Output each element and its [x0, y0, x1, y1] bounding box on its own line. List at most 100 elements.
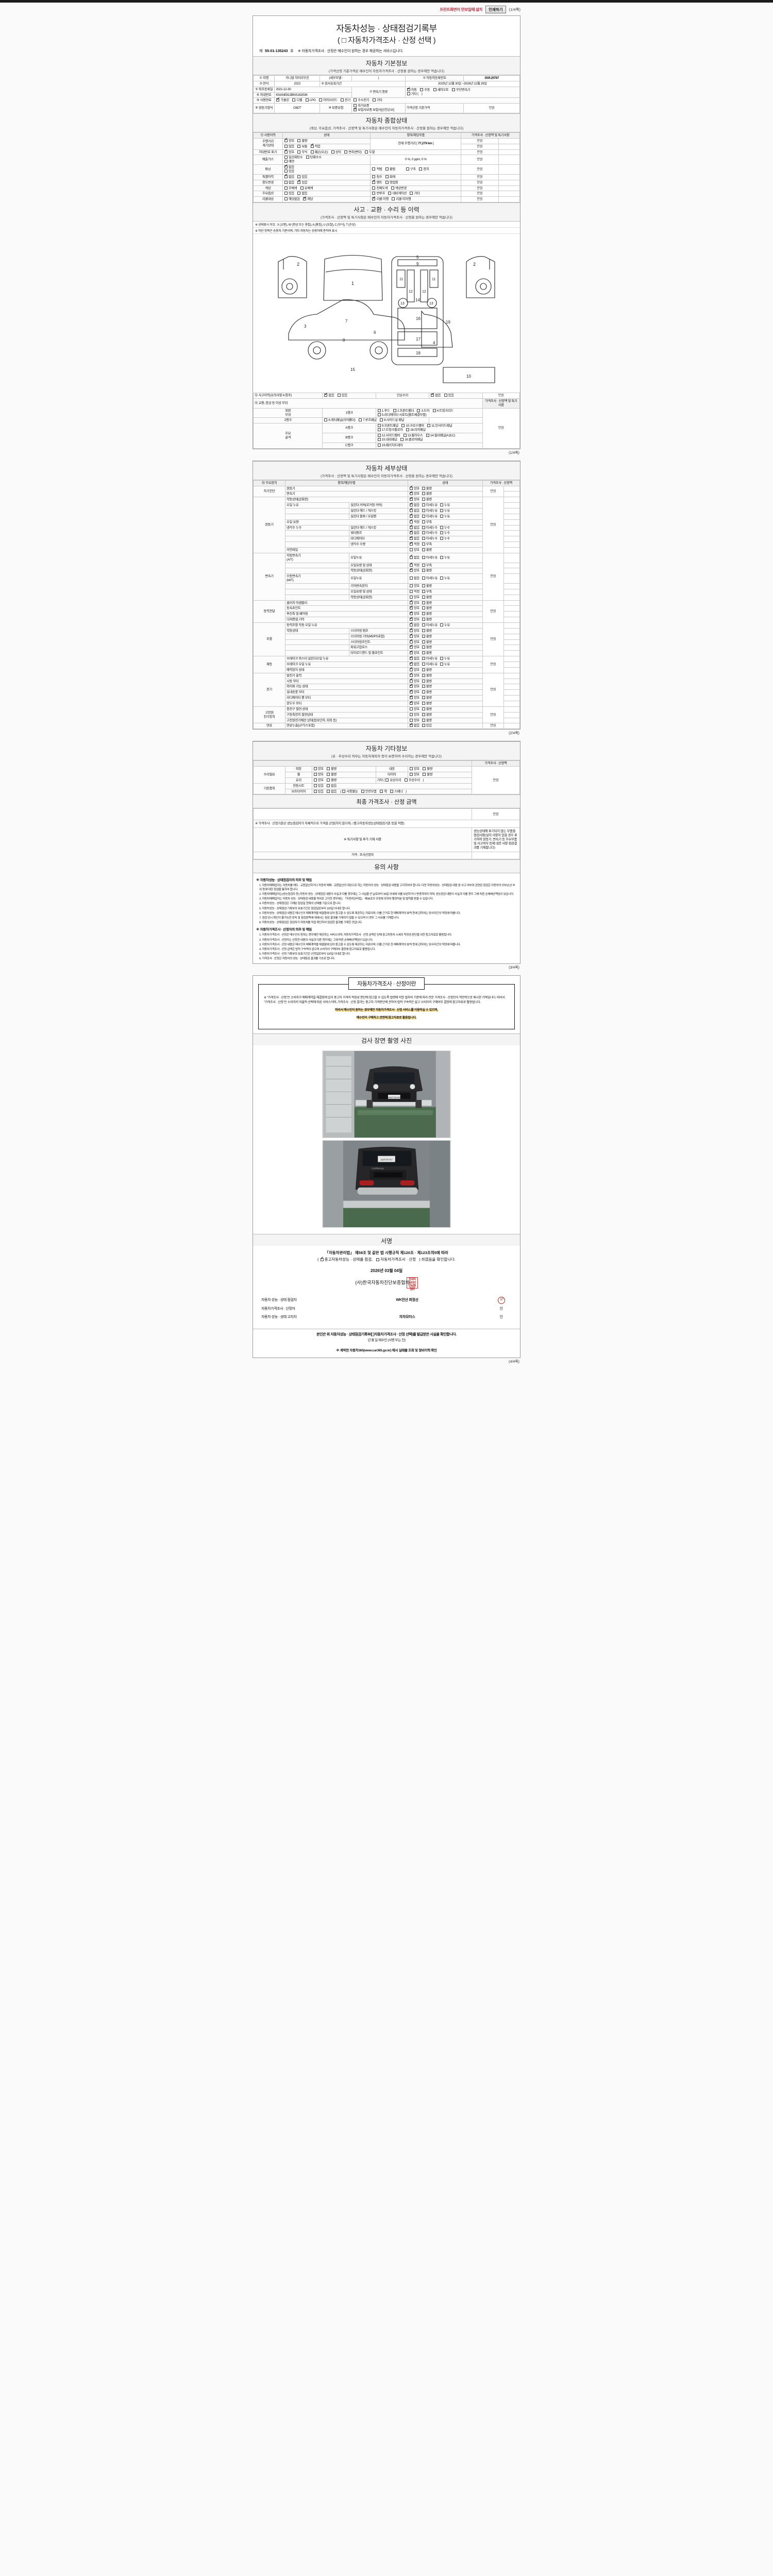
- checkbox-icon[interactable]: [422, 634, 425, 638]
- free-repair[interactable]: 무상수리: [404, 778, 420, 783]
- checkbox-icon[interactable]: [284, 170, 288, 173]
- vin-different[interactable]: 상이: [331, 150, 341, 155]
- detail-price-cell[interactable]: 만원: [482, 723, 504, 730]
- detail-note-cell[interactable]: [503, 723, 520, 730]
- checkbox-icon[interactable]: [292, 98, 296, 102]
- checkbox-icon[interactable]: [365, 150, 368, 154]
- checkbox-checked-icon[interactable]: [409, 485, 413, 490]
- checkbox-icon[interactable]: [380, 789, 383, 793]
- checkbox-checked-icon[interactable]: [409, 650, 413, 655]
- state-option-양호[interactable]: 양호: [409, 684, 419, 689]
- state-option-양호[interactable]: 양호: [409, 639, 419, 645]
- checkbox-icon[interactable]: [390, 789, 394, 793]
- checkbox-icon[interactable]: [284, 156, 288, 159]
- state-option-미세누유[interactable]: 미세누유: [422, 503, 438, 507]
- checkbox-icon[interactable]: [404, 778, 408, 782]
- detail-note-cell[interactable]: [503, 519, 520, 526]
- state-option-불량[interactable]: 불량: [422, 486, 432, 491]
- state-option-양호[interactable]: 양호: [409, 584, 419, 588]
- state-option-불량[interactable]: 불량: [422, 651, 432, 655]
- checkbox-icon[interactable]: [440, 663, 443, 666]
- checkbox-icon[interactable]: [422, 657, 425, 660]
- checkbox-icon[interactable]: [440, 503, 443, 507]
- checkbox-icon[interactable]: [324, 418, 328, 422]
- state-option-누유[interactable]: 누유: [440, 509, 450, 513]
- detail-price-cell[interactable]: 만원: [482, 656, 504, 673]
- part-rear-panel[interactable]: 18.리어패널: [406, 428, 426, 432]
- recall-applicable[interactable]: 해당: [303, 196, 313, 201]
- checkbox-icon[interactable]: [422, 673, 425, 677]
- usage-business[interactable]: 영업용: [385, 180, 398, 185]
- checkbox-icon[interactable]: [297, 144, 301, 148]
- checkbox-checked-icon[interactable]: [324, 393, 327, 397]
- detail-price-cell[interactable]: 만원: [482, 485, 504, 498]
- confirm-option-performance[interactable]: 중고자동차성능 · 상태를 점검,: [320, 1257, 373, 1263]
- state-option-양호[interactable]: 양호: [409, 600, 419, 605]
- checkbox-icon[interactable]: [284, 180, 288, 184]
- odo-bad[interactable]: 불량: [297, 139, 308, 143]
- option-navigation[interactable]: 네비게이션: [388, 192, 407, 196]
- checkbox-checked-icon[interactable]: [409, 513, 413, 518]
- spare-spanner[interactable]: 스패너: [390, 789, 403, 794]
- state-option-미세누유[interactable]: 미세누유: [422, 509, 438, 513]
- checkbox-checked-icon[interactable]: [372, 196, 376, 201]
- spare-unusable[interactable]: 사용불능: [342, 789, 358, 794]
- checkbox-icon[interactable]: [400, 437, 404, 441]
- checkbox-icon[interactable]: [401, 424, 405, 428]
- power-seat-no[interactable]: 없음: [326, 784, 337, 788]
- simple-yes[interactable]: 있음: [444, 394, 454, 398]
- emission-smoke[interactable]: 매연: [284, 160, 294, 164]
- transmission-option-cvt[interactable]: 무단변속기: [451, 88, 470, 92]
- checkbox-icon[interactable]: [422, 690, 425, 694]
- checkbox-icon[interactable]: [422, 577, 425, 580]
- state-option-불량[interactable]: 불량: [422, 569, 432, 573]
- checkbox-icon[interactable]: [313, 784, 317, 787]
- state-option-양호[interactable]: 양호: [409, 667, 419, 672]
- checkbox-icon[interactable]: [410, 192, 413, 195]
- vin-good[interactable]: 양호: [284, 149, 294, 155]
- state-option-불량[interactable]: 불량: [422, 606, 432, 611]
- state-option-양호[interactable]: 양호: [409, 568, 419, 573]
- fuel-option-hybrid[interactable]: 하이브리드: [318, 98, 338, 103]
- odo-many[interactable]: 많음: [284, 144, 294, 149]
- detail-note-cell[interactable]: [503, 605, 520, 612]
- checkbox-icon[interactable]: [422, 486, 425, 490]
- checkbox-icon[interactable]: [422, 520, 425, 523]
- state-option-불량[interactable]: 불량: [422, 718, 432, 723]
- checkbox-icon[interactable]: [327, 778, 330, 782]
- checkbox-icon[interactable]: [337, 394, 341, 397]
- checkbox-icon[interactable]: [372, 167, 376, 171]
- state-option-불량[interactable]: 불량: [422, 713, 432, 717]
- checkbox-icon[interactable]: [422, 696, 425, 700]
- odo-good[interactable]: 양호: [284, 138, 294, 143]
- detail-note-cell[interactable]: [503, 547, 520, 553]
- detail-note-cell[interactable]: [503, 536, 520, 543]
- checkbox-checked-icon[interactable]: [409, 524, 413, 529]
- part-cross-member[interactable]: 10.크로스멤버: [401, 424, 424, 428]
- state-option-불량[interactable]: 불량: [422, 584, 432, 588]
- part-inside-panel[interactable]: 11.인사이드패널: [427, 424, 452, 428]
- checkbox-checked-icon[interactable]: [409, 622, 413, 626]
- special-fire[interactable]: 화재: [385, 175, 395, 179]
- checkbox-icon[interactable]: [422, 537, 425, 540]
- state-option-양호[interactable]: 양호: [409, 605, 419, 611]
- simple-none[interactable]: 없음: [430, 393, 441, 398]
- confirm-option-price[interactable]: 자동차가격조사 · 산정: [376, 1257, 416, 1263]
- checkbox-icon[interactable]: [423, 773, 426, 776]
- detail-note-cell[interactable]: [503, 588, 520, 595]
- state-option-불량[interactable]: 불량: [422, 595, 432, 600]
- price-note-cell[interactable]: [498, 196, 520, 203]
- special-yes[interactable]: 있음: [297, 175, 308, 179]
- vin-damaged[interactable]: 훼손(오손): [310, 150, 328, 155]
- detail-note-cell[interactable]: [503, 701, 520, 707]
- checkbox-checked-icon[interactable]: [409, 611, 413, 616]
- tuning-legal[interactable]: 적법: [372, 167, 382, 172]
- checkbox-icon[interactable]: [372, 175, 376, 178]
- detail-note-cell[interactable]: [503, 672, 520, 679]
- checkbox-icon[interactable]: [407, 92, 410, 96]
- state-option-미세누유[interactable]: 미세누유: [422, 555, 438, 560]
- state-option-없음[interactable]: 없음: [409, 530, 419, 535]
- checkbox-icon[interactable]: [327, 773, 330, 776]
- etc-price-cell[interactable]: 만원: [471, 766, 520, 795]
- checkbox-icon[interactable]: [422, 618, 425, 621]
